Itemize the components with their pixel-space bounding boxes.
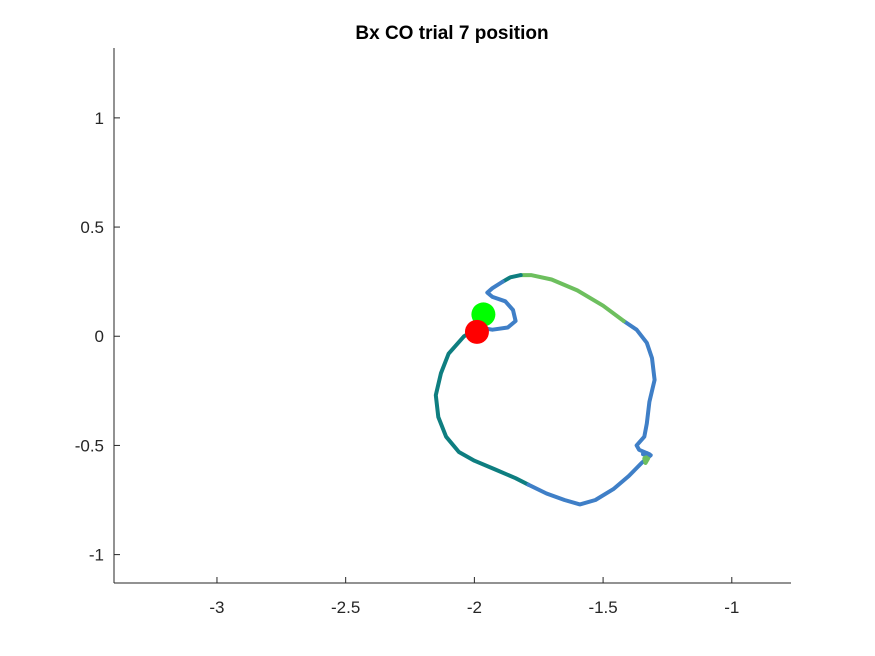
x-tick-label: -3 <box>209 598 224 617</box>
trajectory-segment-1 <box>518 273 626 323</box>
y-tick-label: 0 <box>95 327 104 346</box>
trajectory-segment-0 <box>621 319 657 457</box>
trajectory-segment-3 <box>477 279 518 332</box>
y-tick-label: 1 <box>95 109 104 128</box>
y-tick-label: -0.5 <box>75 436 104 455</box>
y-tick-label: -1 <box>89 546 104 565</box>
trajectory-segment-5 <box>526 454 652 507</box>
x-tick-label: -1 <box>724 598 739 617</box>
trajectory-segment-6 <box>642 452 651 465</box>
x-axis-ticks: -3 -2.5 -2 -1.5 -1 <box>209 577 739 617</box>
trajectory-segment-4 <box>433 325 531 487</box>
trajectory-segment-7 <box>641 451 653 458</box>
x-tick-label: -1.5 <box>588 598 617 617</box>
red-target-marker <box>464 319 489 344</box>
chart-title: Bx CO trial 7 position <box>355 23 548 44</box>
plot-area <box>113 48 791 584</box>
trajectory-segment-2 <box>500 273 523 284</box>
marker-layer <box>464 302 496 344</box>
x-tick-label: -2 <box>467 598 482 617</box>
y-axis-ticks: 1 0.5 0 -0.5 -1 <box>75 109 120 565</box>
series-layer <box>433 273 657 507</box>
x-tick-label: -2.5 <box>331 598 360 617</box>
y-tick-label: 0.5 <box>80 218 104 237</box>
